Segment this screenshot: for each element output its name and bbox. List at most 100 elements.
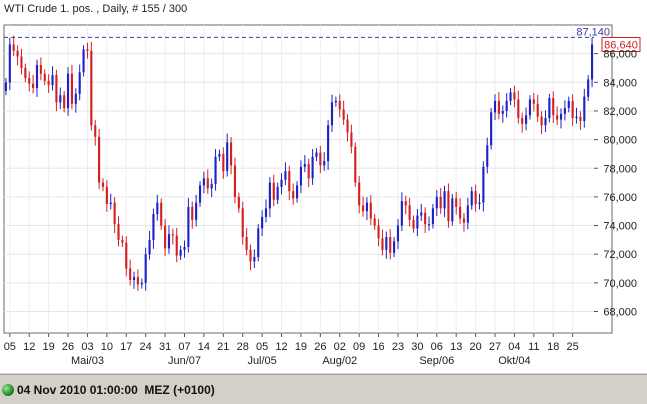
grid-layer xyxy=(4,25,594,333)
candle xyxy=(214,149,217,191)
candle xyxy=(346,114,349,142)
candle xyxy=(474,184,477,212)
candle xyxy=(443,185,446,218)
candle xyxy=(187,198,190,253)
y-tick-label: 68,000 xyxy=(603,307,637,319)
candle xyxy=(350,124,353,154)
candle xyxy=(24,63,27,83)
candle xyxy=(521,112,524,133)
candle xyxy=(424,207,427,234)
candle xyxy=(307,158,310,188)
candle xyxy=(152,208,155,249)
x-tick-label: 24 xyxy=(140,341,152,353)
candle xyxy=(412,215,415,233)
candle xyxy=(241,201,244,245)
chart-title: WTI Crude 1. pos. , Daily, # 155 / 300 xyxy=(4,3,187,15)
y-tick-label: 86,000 xyxy=(603,49,637,61)
candle xyxy=(462,212,466,232)
month-label: Okt/04 xyxy=(498,355,530,367)
x-tick-label: 28 xyxy=(237,341,249,353)
candle xyxy=(245,228,248,256)
candle xyxy=(253,249,256,268)
status-bar: 04 Nov 2010 01:00:00 MEZ (+0100) xyxy=(0,374,647,404)
y-tick-label: 82,000 xyxy=(603,106,637,118)
candle xyxy=(544,110,547,132)
candle xyxy=(237,192,240,213)
candle xyxy=(264,199,268,223)
candle xyxy=(497,92,500,120)
candle xyxy=(455,191,458,215)
candle xyxy=(299,160,303,194)
candle xyxy=(295,181,299,203)
candle xyxy=(556,106,559,125)
candle xyxy=(202,171,205,194)
candle xyxy=(132,271,136,289)
y-axis: 68,000 70,000 72,000 74,000 76,000 78,000 80,0… xyxy=(594,49,637,319)
candle xyxy=(393,237,396,258)
candle xyxy=(32,74,35,94)
candle xyxy=(493,94,497,121)
month-label: Aug/02 xyxy=(322,355,357,367)
y-tick-label: 72,000 xyxy=(603,249,637,261)
x-tick-label: 05 xyxy=(4,341,16,353)
candle xyxy=(206,169,209,194)
candle xyxy=(28,71,31,92)
candle xyxy=(82,45,85,77)
candle xyxy=(4,78,8,96)
candle xyxy=(338,94,341,118)
candle xyxy=(8,37,11,91)
candle xyxy=(536,94,539,123)
x-tick-label: 27 xyxy=(489,341,501,353)
candle xyxy=(12,35,15,57)
x-tick-label: 14 xyxy=(198,341,210,353)
candle xyxy=(303,155,306,173)
x-tick-label: 19 xyxy=(295,341,307,353)
candle xyxy=(210,178,213,198)
candle xyxy=(381,229,384,256)
candle xyxy=(249,244,252,271)
candle xyxy=(385,231,388,259)
candle xyxy=(505,93,508,118)
candle xyxy=(74,88,77,113)
candle xyxy=(408,197,411,227)
candle xyxy=(179,245,182,260)
y-tick-label: 70,000 xyxy=(603,278,637,290)
candle xyxy=(59,87,62,109)
candle xyxy=(101,178,105,192)
candle xyxy=(365,197,368,221)
x-tick-label: 17 xyxy=(120,341,132,353)
candle xyxy=(55,69,58,112)
chart-area[interactable]: 87,140 86,640 68,000 70,000 72,000 74,000 76,… xyxy=(0,0,647,373)
candle xyxy=(125,236,128,277)
x-tick-label: 20 xyxy=(469,341,481,353)
candle xyxy=(517,90,520,124)
x-tick-label: 30 xyxy=(411,341,423,353)
candle xyxy=(501,105,504,123)
candle xyxy=(94,119,97,146)
candle xyxy=(509,88,512,106)
y-tick-label: 78,000 xyxy=(603,163,637,175)
month-labels: Mai/03 Jun/07 Jul/05 Aug/02 Sep/06 Okt/04 xyxy=(71,355,531,367)
candle xyxy=(373,214,376,230)
candle xyxy=(377,218,380,247)
candle xyxy=(319,145,322,174)
candle xyxy=(117,216,120,247)
candle-layer xyxy=(4,35,594,291)
candle xyxy=(396,218,400,250)
x-tick-label: 25 xyxy=(567,341,579,353)
candle xyxy=(470,186,473,210)
connection-status-icon xyxy=(2,383,14,396)
x-tick-label: 02 xyxy=(334,341,346,353)
candle xyxy=(257,224,260,262)
candle xyxy=(86,42,89,59)
candle xyxy=(482,161,485,212)
candle xyxy=(164,218,167,257)
x-tick-label: 04 xyxy=(508,341,520,353)
candle xyxy=(105,180,108,212)
candle xyxy=(226,133,229,177)
x-tick-label: 12 xyxy=(275,341,287,353)
last-price-box xyxy=(601,36,641,52)
candle xyxy=(447,183,450,228)
